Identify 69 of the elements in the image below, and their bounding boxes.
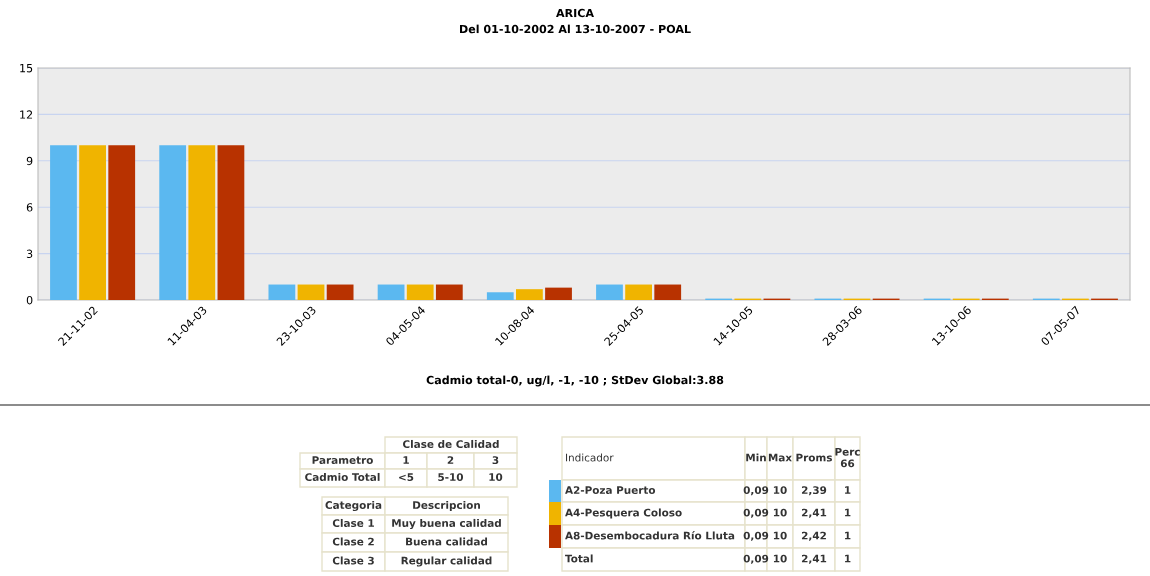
text: Buena calidad: [406, 537, 488, 546]
text: 0,09: [743, 554, 769, 564]
legend-label: A8-Desembocadura Río Lluta: [565, 531, 735, 540]
text: 1: [845, 508, 851, 517]
text: Clase 3: [332, 556, 374, 565]
bar: [188, 145, 216, 300]
text: 5-10: [438, 473, 464, 482]
text: Indicador: [566, 453, 614, 462]
bar: [79, 145, 106, 300]
bar: [654, 284, 682, 300]
y-tick-label: 9: [26, 156, 33, 166]
text: Muy buena calidad: [392, 518, 501, 530]
bar: [50, 145, 77, 300]
text: 3: [492, 456, 499, 465]
text: 10: [773, 508, 787, 517]
text: Proms: [796, 453, 832, 462]
text: Total: [565, 554, 593, 563]
legend-label: A2-Poza Puerto: [565, 486, 656, 495]
text: 2,41: [801, 508, 827, 518]
text: 2,42: [801, 531, 826, 541]
bar: [596, 284, 623, 300]
text: Clase de Calidad: [403, 439, 499, 449]
text: Parametro: [312, 456, 373, 465]
bar: [159, 145, 187, 300]
y-tick-label: 0: [26, 295, 33, 305]
bar: [486, 292, 514, 300]
bar: [326, 284, 354, 300]
text: 10: [773, 554, 787, 563]
text: Min: [746, 453, 766, 462]
bar: [625, 284, 652, 300]
bar: [435, 284, 463, 300]
chart-subtitle: Del 01-10-2002 Al 13-10-2007 - POAL: [460, 24, 691, 34]
text: Max: [768, 453, 792, 462]
y-tick-label: 3: [26, 249, 33, 258]
text: 2: [447, 456, 454, 464]
text: 1: [845, 531, 851, 540]
bar: [297, 284, 325, 300]
x-axis-title: Cadmio total-0, ug/l, -1, -10 ; StDev Global:3.88: [426, 375, 724, 387]
text: Perc 66: [835, 447, 860, 468]
text: Descripcion: [413, 500, 480, 512]
text: Clase 1: [332, 518, 374, 528]
text: 1: [403, 456, 409, 464]
text: 10: [773, 531, 787, 540]
text: Cadmio Total: [305, 472, 380, 482]
bar: [516, 289, 543, 300]
chart-title: ARICA: [556, 8, 594, 18]
text: 0,09: [743, 486, 769, 496]
legend-label: A4-Pesquera Coloso: [565, 508, 682, 519]
text: 2,39: [801, 486, 827, 496]
y-tick-label: 15: [20, 64, 33, 73]
text: Categoria: [325, 500, 382, 512]
bar: [377, 284, 405, 300]
text: Clase 2: [332, 537, 374, 546]
bar: [545, 287, 572, 300]
text: 2,41: [801, 554, 827, 564]
text: Regular calidad: [401, 556, 492, 567]
text: <5: [399, 473, 414, 482]
text: 10: [773, 486, 787, 495]
y-tick-label: 6: [26, 203, 33, 212]
text: 1: [845, 486, 851, 494]
text: 10: [489, 473, 503, 482]
text: 0,09: [743, 531, 769, 541]
text: 1: [845, 554, 851, 563]
y-tick-label: 12: [20, 110, 33, 119]
bar: [406, 284, 434, 300]
text: 0,09: [743, 508, 769, 518]
bar: [217, 145, 245, 300]
bar: [268, 284, 296, 300]
bar: [108, 145, 136, 300]
